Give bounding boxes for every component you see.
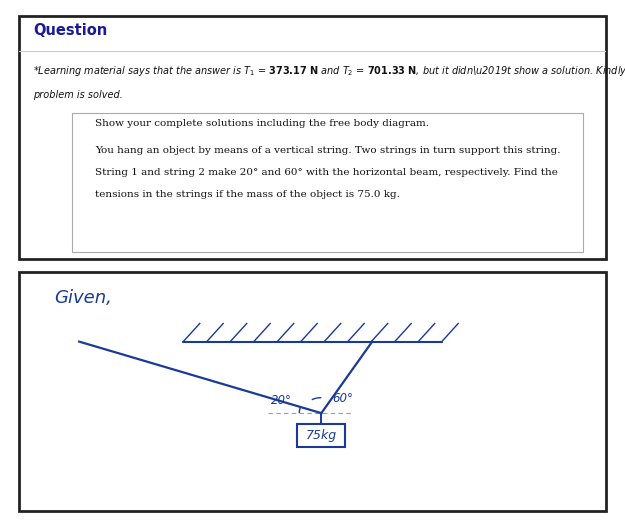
- Text: Show your complete solutions including the free body diagram.: Show your complete solutions including t…: [95, 119, 429, 128]
- Text: *Learning material says that the answer is $\mathit{T_1}$ = $\mathbf{373.17}$ $\: *Learning material says that the answer …: [34, 64, 625, 79]
- Bar: [298, 423, 346, 447]
- Text: tensions in the strings if the mass of the object is 75.0 kg.: tensions in the strings if the mass of t…: [95, 190, 400, 199]
- Text: Given,: Given,: [54, 289, 112, 307]
- Text: 60°: 60°: [332, 391, 352, 405]
- Text: 75kg: 75kg: [306, 429, 337, 442]
- Text: Question: Question: [34, 23, 108, 38]
- Text: problem is solved.: problem is solved.: [34, 90, 123, 100]
- Text: 20°: 20°: [271, 395, 292, 408]
- Text: You hang an object by means of a vertical string. Two strings in turn support th: You hang an object by means of a vertica…: [95, 146, 561, 155]
- Text: String 1 and string 2 make 20° and 60° with the horizontal beam, respectively. F: String 1 and string 2 make 20° and 60° w…: [95, 168, 558, 177]
- Bar: [72, 113, 582, 252]
